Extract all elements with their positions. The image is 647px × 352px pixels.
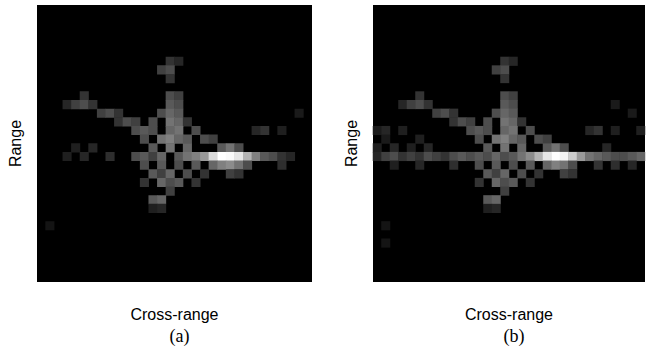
svg-text:(a): (a): [170, 326, 190, 347]
svg-text:Range: Range: [343, 120, 360, 167]
svg-text:(b): (b): [504, 326, 525, 347]
svg-text:Cross-range: Cross-range: [130, 306, 218, 323]
svg-text:Range: Range: [7, 120, 24, 167]
svg-text:Cross-range: Cross-range: [465, 306, 553, 323]
